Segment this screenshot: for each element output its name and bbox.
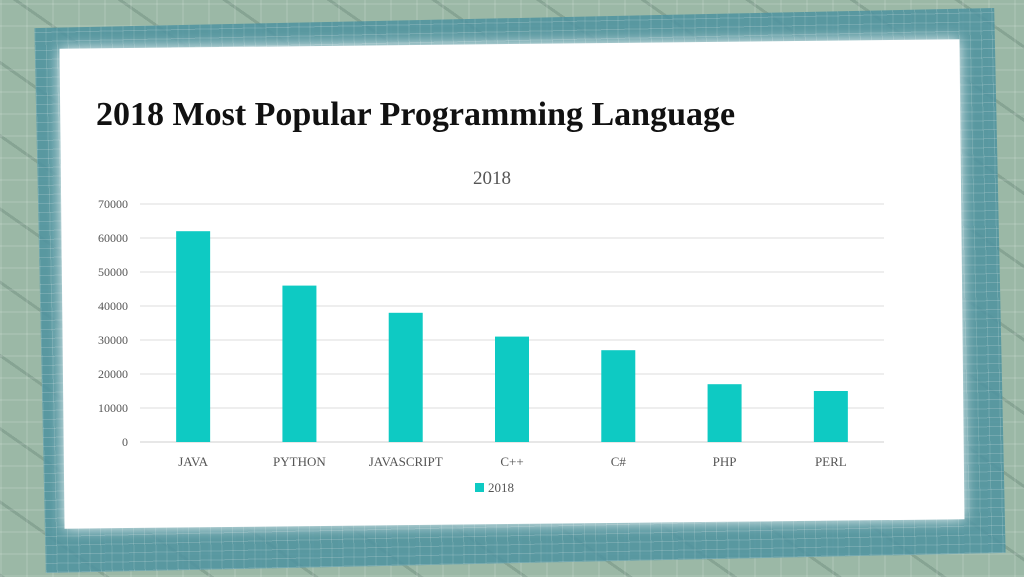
x-tick-label: PERL: [815, 454, 847, 469]
bars: [176, 231, 848, 442]
y-tick-label: 50000: [98, 265, 128, 279]
y-tick-label: 20000: [98, 367, 128, 381]
bar-php: [707, 384, 742, 442]
legend-label: 2018: [488, 480, 514, 495]
bar-javascript: [388, 312, 423, 442]
y-tick-label: 0: [122, 435, 128, 449]
x-tick-label: PYTHON: [273, 454, 326, 469]
bar-python: [282, 285, 317, 442]
bar-perl: [813, 391, 848, 442]
x-tick-label: C#: [611, 454, 627, 469]
chart-title: 2018: [473, 168, 511, 189]
x-axis-ticks: JAVA PYTHON JAVASCRIPT C++ C# PHP PERL: [178, 454, 847, 469]
legend-swatch: [475, 483, 484, 492]
x-tick-label: PHP: [713, 454, 737, 469]
y-tick-label: 40000: [98, 299, 128, 313]
slide-title: 2018 Most Popular Programming Language: [96, 96, 736, 133]
y-tick-label: 10000: [98, 401, 128, 415]
y-tick-label: 30000: [98, 333, 128, 347]
y-axis-ticks: 0 10000 20000 30000 40000 50000 60000 70000: [98, 197, 128, 449]
x-tick-label: C++: [500, 454, 523, 469]
x-tick-label: JAVA: [178, 454, 208, 469]
y-tick-label: 70000: [98, 197, 128, 211]
legend: 2018: [475, 480, 514, 495]
bar-c-: [495, 336, 529, 442]
y-tick-label: 60000: [98, 231, 128, 245]
bar-java: [176, 231, 211, 442]
x-tick-label: JAVASCRIPT: [369, 454, 443, 469]
bar-c-: [601, 350, 636, 442]
